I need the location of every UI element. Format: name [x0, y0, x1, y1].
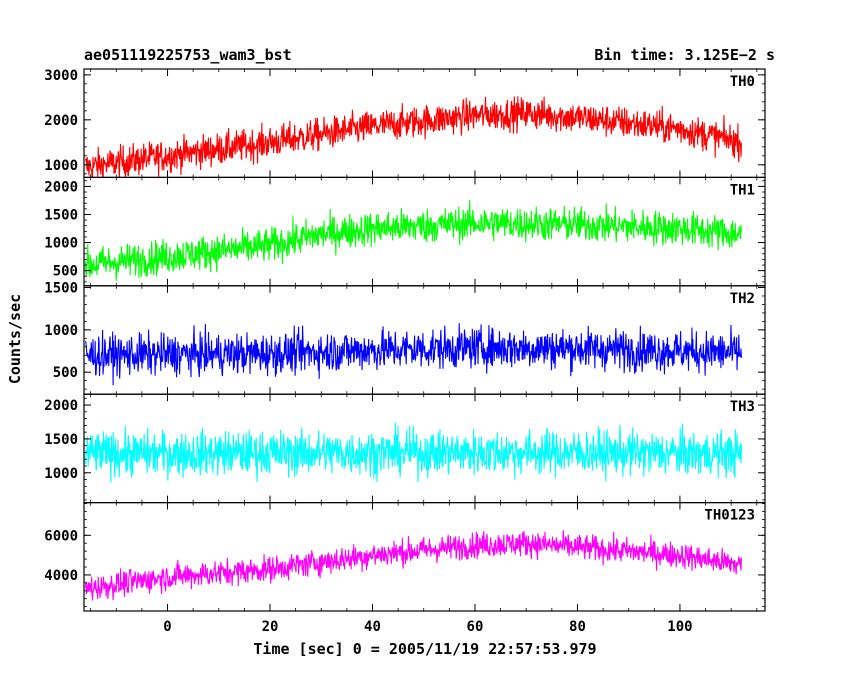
y-tick-label: 2000 — [44, 179, 78, 195]
panel-label-th2: TH2 — [730, 291, 755, 307]
chart-title: ae051119225753_wam3_bst — [84, 46, 292, 64]
panels-group: 1000 2000 3000 TH0 500 1000 1500 2000 TH1 500 1000… — [44, 68, 766, 612]
y-tick-label: 1500 — [44, 432, 78, 448]
y-tick-label: 6000 — [44, 528, 78, 544]
x-axis-label: Time [sec] 0 = 2005/11/19 22:57:53.979 — [253, 640, 596, 658]
x-tick-label: 0 — [163, 619, 171, 635]
panel-th0: 1000 2000 3000 TH0 — [44, 68, 766, 179]
y-tick-label: 1500 — [44, 280, 78, 296]
x-tick-label: 40 — [364, 619, 381, 635]
series-th1-line — [84, 199, 742, 281]
x-tick-label: 80 — [569, 619, 586, 635]
y-tick-label: 1000 — [44, 323, 78, 339]
x-axis-group: 0 20 40 60 80 100 — [163, 619, 692, 635]
panel-label-th3: TH3 — [730, 399, 755, 415]
y-tick-label: 1000 — [44, 236, 78, 252]
series-th3-line — [84, 422, 742, 483]
panel-label-th1: TH1 — [730, 182, 755, 198]
y-tick-label: 3000 — [44, 68, 78, 84]
x-tick-label: 20 — [262, 619, 279, 635]
panel-th0123: 4000 6000 TH0123 — [44, 502, 766, 612]
x-tick-label: 100 — [667, 619, 692, 635]
panel-th2: 500 1000 1500 TH2 — [44, 280, 766, 395]
y-tick-label: 1000 — [44, 158, 78, 174]
series-th2-line — [85, 323, 742, 386]
bin-time-label: Bin time: 3.125E−2 s — [594, 46, 775, 64]
y-tick-label: 500 — [53, 264, 78, 280]
y-tick-label: 2000 — [44, 398, 78, 414]
x-tick-label: 60 — [467, 619, 484, 635]
y-tick-label: 1000 — [44, 466, 78, 482]
panel-th1: 500 1000 1500 2000 TH1 — [44, 176, 766, 287]
series-th0-line — [84, 96, 742, 178]
y-tick-label: 1500 — [44, 207, 78, 223]
y-tick-label: 4000 — [44, 568, 78, 584]
panel-frame — [83, 502, 766, 612]
y-tick-label: 500 — [53, 365, 78, 381]
y-tick-label: 2000 — [44, 113, 78, 129]
series-th0123-line — [84, 530, 742, 601]
panel-th3: 1000 1500 2000 TH3 — [44, 393, 766, 504]
panel-label-th0123: TH0123 — [704, 508, 755, 524]
panel-label-th0: TH0 — [730, 74, 755, 90]
y-axis-label: Counts/sec — [6, 294, 24, 384]
